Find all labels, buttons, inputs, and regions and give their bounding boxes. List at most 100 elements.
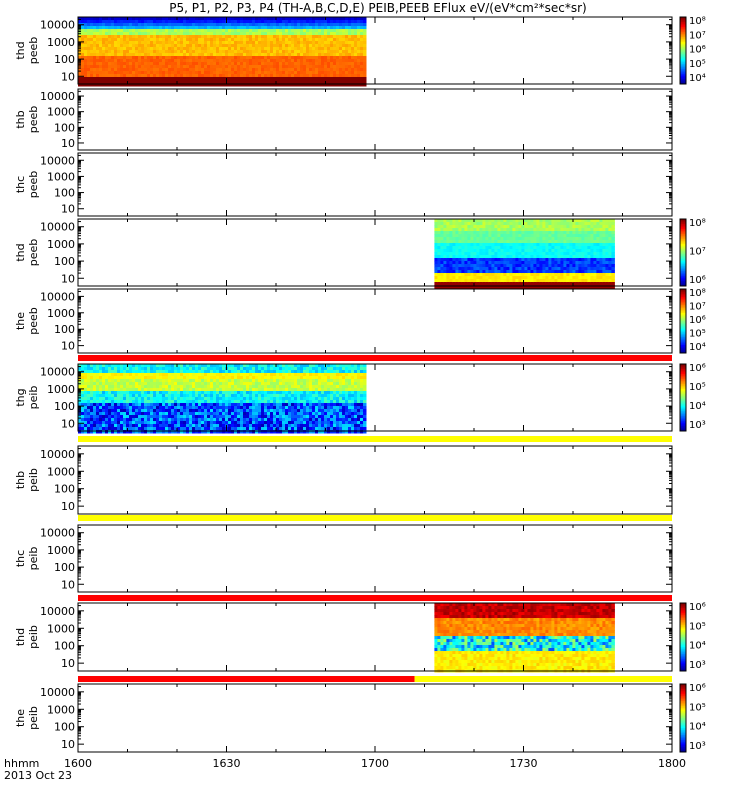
y-tick-label: 10000 — [40, 290, 75, 303]
status-bar — [78, 676, 415, 682]
y-tick-label: 10 — [61, 500, 75, 513]
y-tick-label: 100 — [54, 53, 75, 66]
y-tick-label: 10000 — [40, 448, 75, 461]
panel-product-label: peeb — [27, 106, 40, 134]
colorbar: 10⁶ 10⁷ 10⁸ — [679, 218, 706, 287]
y-tick-label: 1000 — [47, 170, 75, 183]
x-tick-label: 1730 — [510, 757, 538, 770]
panel-4: 10 100 1000 10000 the peeb 10⁴ 10⁵ 10⁶ 10⁷ 10⁸ — [14, 288, 706, 361]
panel-frame — [77, 524, 673, 593]
y-tick-label: 1000 — [47, 383, 75, 396]
panel-6: 10 100 1000 10000 thb peib — [14, 445, 673, 521]
colorbar: 10⁴ 10⁵ 10⁶ 10⁷ 10⁸ — [679, 16, 706, 85]
colorbar-tick-label: 10⁶ — [689, 275, 706, 286]
panel-frame — [77, 683, 673, 753]
panel-probe-label: the — [14, 709, 27, 727]
y-tick-label: 100 — [54, 187, 75, 200]
panel-probe-label: thb — [14, 471, 27, 489]
colorbar-frame — [679, 288, 687, 354]
colorbar-tick-label: 10³ — [689, 660, 706, 671]
y-tick-label: 1000 — [47, 544, 75, 557]
status-bar — [414, 676, 672, 682]
y-tick-label: 1000 — [47, 36, 75, 49]
y-tick-label: 100 — [54, 483, 75, 496]
panel-product-label: peeb — [27, 37, 40, 65]
y-tick-label: 100 — [54, 255, 75, 268]
colorbar-tick-label: 10⁷ — [689, 247, 706, 258]
y-tick-label: 100 — [54, 721, 75, 734]
panel-probe-label: thd — [14, 41, 27, 59]
colorbar: 10⁴ 10⁵ 10⁶ 10⁷ 10⁸ — [679, 288, 706, 354]
panel-5: 10 100 1000 10000 thg peib 10³ 10⁴ 10⁵ 10⁶ — [14, 363, 706, 442]
colorbar-tick-label: 10⁴ — [689, 342, 706, 353]
y-tick-label: 1000 — [47, 703, 75, 716]
panel-frame — [77, 445, 673, 515]
colorbar-frame — [679, 16, 687, 85]
status-bar — [78, 595, 672, 601]
status-bar — [78, 355, 672, 361]
y-tick-label: 1000 — [47, 238, 75, 251]
y-tick-label: 1000 — [47, 307, 75, 320]
colorbar: 10³ 10⁴ 10⁵ 10⁶ — [679, 363, 706, 432]
y-tick-label: 100 — [54, 323, 75, 336]
panel-1: 10 100 1000 10000 thb peeb — [14, 88, 673, 151]
y-tick-label: 100 — [54, 400, 75, 413]
colorbar-tick-label: 10⁵ — [689, 621, 706, 632]
colorbar-tick-label: 10⁴ — [689, 73, 706, 84]
colorbar-tick-label: 10⁵ — [689, 59, 706, 70]
panel-product-label: peib — [27, 386, 40, 410]
x-tick-label: 1700 — [361, 757, 389, 770]
y-tick-label: 1000 — [47, 622, 75, 635]
colorbar-tick-label: 10⁷ — [689, 302, 706, 313]
x-axis-label: hhmm — [4, 757, 39, 770]
status-bar — [78, 515, 672, 521]
colorbar-tick-label: 10⁶ — [689, 683, 706, 694]
spectrogram-cells — [434, 603, 615, 673]
colorbar-tick-label: 10⁷ — [689, 30, 706, 41]
colorbar-tick-label: 10⁵ — [689, 382, 706, 393]
colorbar-frame — [679, 683, 687, 753]
x-tick-label: 1800 — [658, 757, 686, 770]
panel-0: 10 100 1000 10000 thd peeb 10⁴ 10⁵ 10⁶ 10⁷ 10⁸ — [14, 16, 706, 87]
y-tick-label: 10 — [61, 340, 75, 353]
colorbar-tick-label: 10⁸ — [689, 218, 706, 229]
y-tick-label: 10000 — [40, 366, 75, 379]
y-tick-label: 100 — [54, 640, 75, 653]
panel-9: 10 100 1000 10000 the peib 10³ 10⁴ 10⁵ 10⁶ — [14, 683, 706, 753]
y-tick-label: 1000 — [47, 106, 75, 119]
spectrogram-cells — [78, 17, 367, 87]
panel-probe-label: the — [14, 312, 27, 330]
panel-product-label: peeb — [27, 307, 40, 335]
panel-3: 10 100 1000 10000 thd peeb 10⁶ 10⁷ 10⁸ — [14, 218, 706, 289]
spectrogram-cells — [434, 219, 615, 289]
colorbar-tick-label: 10⁴ — [689, 722, 706, 733]
colorbar-tick-label: 10⁶ — [689, 315, 706, 326]
y-tick-label: 100 — [54, 561, 75, 574]
y-tick-label: 10000 — [40, 19, 75, 32]
y-tick-label: 10 — [61, 137, 75, 150]
x-tick-label: 1600 — [64, 757, 92, 770]
colorbar-tick-label: 10⁵ — [689, 329, 706, 340]
colorbar-tick-label: 10⁶ — [689, 602, 706, 613]
colorbar-tick-label: 10³ — [689, 420, 706, 431]
panel-probe-label: thb — [14, 110, 27, 128]
colorbar-tick-label: 10³ — [689, 741, 706, 752]
spectrogram-cells — [78, 364, 367, 434]
y-tick-label: 10 — [61, 738, 75, 751]
colorbar-frame — [679, 218, 687, 287]
panel-probe-label: thc — [14, 550, 27, 567]
panel-product-label: peib — [27, 625, 40, 649]
colorbar-tick-label: 10⁸ — [689, 288, 706, 299]
panel-product-label: peib — [27, 547, 40, 571]
y-tick-label: 10 — [61, 70, 75, 83]
colorbar-tick-label: 10⁶ — [689, 45, 706, 56]
colorbar: 10³ 10⁴ 10⁵ 10⁶ — [679, 683, 706, 753]
y-tick-label: 10 — [61, 203, 75, 216]
panel-product-label: peeb — [27, 171, 40, 199]
panel-product-label: peeb — [27, 239, 40, 267]
colorbar-frame — [679, 363, 687, 432]
colorbar-tick-label: 10⁴ — [689, 641, 706, 652]
y-tick-label: 10000 — [40, 686, 75, 699]
panel-frame — [77, 288, 673, 354]
panel-product-label: peib — [27, 468, 40, 492]
